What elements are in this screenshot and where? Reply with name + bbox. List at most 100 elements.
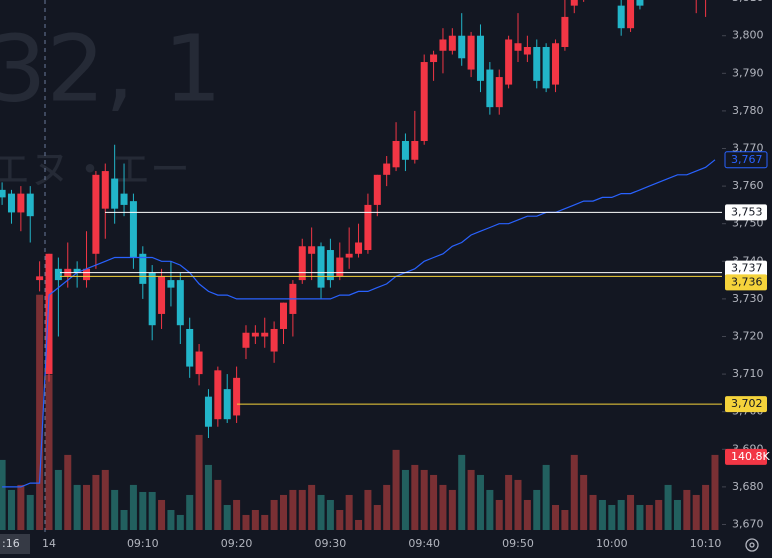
x-tick-label: 09:50: [502, 537, 534, 550]
volume-bar: [552, 504, 560, 530]
candle-body: [233, 377, 241, 416]
volume-bar: [204, 464, 212, 530]
volume-bar: [514, 479, 522, 530]
volume-layer: [0, 294, 719, 530]
candle-body: [420, 62, 428, 141]
candle-body: [251, 332, 259, 337]
candle-body: [636, 0, 644, 6]
volume-bar: [355, 519, 363, 530]
volume-bar: [673, 499, 681, 530]
volume-bar: [101, 469, 109, 530]
price-tag-box: [725, 260, 767, 277]
x-tick-label: 09:30: [315, 537, 347, 550]
price-tag-box: [725, 396, 767, 413]
volume-bar: [495, 499, 503, 530]
candle-body: [495, 77, 503, 108]
candle-body: [448, 35, 456, 51]
settings-icon[interactable]: [745, 538, 759, 552]
candle-body: [167, 280, 175, 288]
candle-body: [561, 16, 569, 47]
volume-bar: [167, 510, 175, 530]
volume-bar: [270, 499, 278, 530]
volume-bar: [45, 374, 53, 530]
x-tick-label: 09:20: [221, 537, 253, 550]
x-tick-label: 10:10: [690, 537, 722, 550]
price-tag: 3,702: [731, 397, 763, 410]
candle-body: [373, 174, 381, 205]
candle-body: [364, 204, 372, 251]
volume-bar: [214, 479, 222, 530]
volume-bar: [176, 514, 184, 530]
y-tick-label: 3,730: [732, 292, 764, 305]
candle-body: [298, 246, 306, 281]
price-tag-box: [725, 274, 767, 291]
candle-body: [392, 140, 400, 168]
candle-body: [17, 193, 25, 213]
y-tick-label: 3,800: [732, 29, 764, 42]
candle-body: [467, 35, 475, 70]
candle-body: [158, 276, 166, 314]
volume-bar: [326, 499, 334, 530]
x-tick-label: 14: [42, 537, 56, 550]
candle-body: [458, 35, 466, 59]
candle-body: [176, 280, 184, 326]
candle-body: [148, 272, 156, 326]
candle-body: [570, 0, 578, 6]
candle-body: [411, 140, 419, 160]
volume-bar: [0, 459, 6, 530]
y-tick-label: 3,770: [732, 142, 764, 155]
volume-bar: [383, 484, 391, 530]
volume-bar: [392, 449, 400, 530]
volume-bar: [195, 434, 203, 530]
volume-bar: [439, 484, 447, 530]
volume-bar: [73, 484, 81, 530]
volume-tag: 140.8K: [731, 450, 770, 463]
time-axis: [0, 532, 722, 558]
volume-bar: [486, 489, 494, 530]
volume-bar: [589, 494, 597, 530]
time-axis-labels: 14 09:10 09:20 09:30 09:40 09:50 10:00 10:10: [42, 537, 721, 550]
volume-bar: [120, 510, 128, 530]
volume-bar: [233, 499, 241, 530]
candle-body: [120, 193, 128, 205]
cursor-time-label: :16: [2, 537, 20, 550]
volume-bar: [129, 484, 137, 530]
volume-bar: [627, 494, 635, 530]
volume-bar: [598, 499, 606, 530]
candle-body: [345, 253, 353, 258]
candle-body: [270, 328, 278, 352]
candle-body: [336, 257, 344, 277]
volume-bar: [636, 504, 644, 530]
candle-body: [54, 268, 62, 281]
volume-bar: [683, 489, 691, 530]
volume-bar: [289, 489, 297, 530]
candle-body: [242, 332, 250, 348]
volume-bar: [92, 474, 100, 530]
volume-bar: [664, 484, 672, 530]
candle-body: [383, 163, 391, 175]
volume-bar: [223, 504, 231, 530]
volume-bar: [373, 504, 381, 530]
volume-bar: [83, 484, 91, 530]
candle-body: [401, 140, 409, 160]
candle-body: [261, 332, 269, 337]
cursor-time-box: [0, 534, 30, 554]
volume-bar: [317, 494, 325, 530]
volume-bar: [645, 504, 653, 530]
candle-body: [514, 43, 522, 51]
candle-body: [73, 268, 81, 273]
settings-icon-center[interactable]: [749, 542, 755, 548]
volume-bar: [280, 494, 287, 530]
volume-bar: [608, 504, 616, 530]
price-tag: 3,736: [731, 275, 763, 288]
candle-body: [552, 43, 560, 85]
candle-body: [355, 242, 363, 254]
candle-body: [317, 246, 325, 288]
volume-bar: [458, 454, 466, 530]
candle-body: [45, 253, 53, 375]
candle-body: [430, 54, 438, 63]
volume-bar: [345, 494, 353, 530]
volume-bar: [692, 494, 700, 530]
